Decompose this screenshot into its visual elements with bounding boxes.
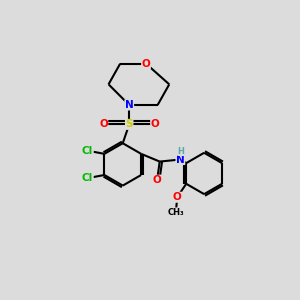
Text: Cl: Cl bbox=[82, 173, 93, 183]
Text: Cl: Cl bbox=[82, 146, 93, 156]
Text: O: O bbox=[142, 59, 150, 69]
Text: O: O bbox=[99, 119, 108, 129]
Text: H: H bbox=[177, 147, 184, 156]
Text: CH₃: CH₃ bbox=[168, 208, 184, 217]
Text: O: O bbox=[173, 192, 182, 202]
Text: N: N bbox=[176, 154, 185, 164]
Text: N: N bbox=[125, 100, 134, 110]
Text: O: O bbox=[153, 175, 161, 185]
Text: S: S bbox=[125, 119, 133, 129]
Text: O: O bbox=[151, 119, 159, 129]
